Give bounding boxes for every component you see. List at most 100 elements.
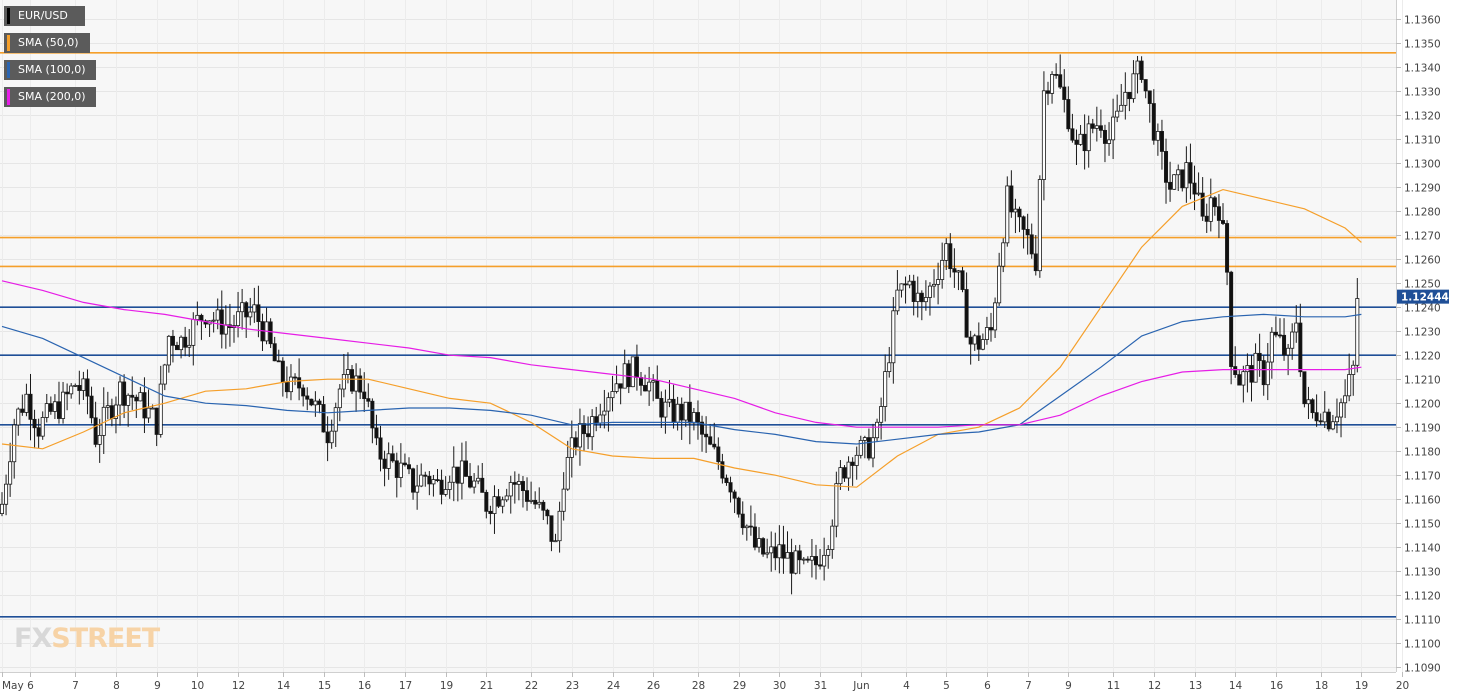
candle-bull <box>1005 185 1010 244</box>
candle-bull <box>252 304 257 313</box>
x-tick-label: 12 <box>1148 680 1161 692</box>
candle-bull <box>191 319 196 346</box>
candle-bear <box>297 377 302 389</box>
candle-bear <box>781 544 786 559</box>
candle-bear <box>695 412 700 423</box>
candle-bull <box>870 437 875 459</box>
candle-bull <box>248 311 253 318</box>
candle-bull <box>415 485 420 493</box>
x-tick-label: 16 <box>1270 680 1284 692</box>
candle-bear <box>850 461 855 466</box>
candle-bull <box>610 391 615 399</box>
y-tick-label: 1.1220 <box>1404 351 1441 363</box>
candle-bull <box>809 556 814 561</box>
candle-bear <box>496 496 501 507</box>
x-tick-label: 7 <box>72 680 79 692</box>
candle-bear <box>704 433 709 438</box>
candle-bear <box>154 407 159 435</box>
candle-bear <box>761 538 766 555</box>
candle-bull <box>923 297 928 303</box>
candle-bear <box>525 490 530 502</box>
candle-bear <box>545 509 550 517</box>
candle-bear <box>427 475 432 485</box>
candle-bull <box>386 453 391 469</box>
x-tick-label: 6 <box>27 680 34 692</box>
candle-bear <box>439 479 444 495</box>
candle-bull <box>1001 242 1006 267</box>
candle-bear <box>1249 365 1254 383</box>
x-tick-label: 17 <box>399 680 412 692</box>
legend-item-eurusd: EUR/USD <box>4 6 85 26</box>
x-tick-label: 5 <box>943 680 950 692</box>
candle-bear <box>358 375 363 393</box>
candle-bear <box>1216 206 1221 221</box>
candle-bear <box>549 515 554 542</box>
candle-bull <box>1115 110 1120 118</box>
candle-bear <box>1058 74 1063 88</box>
x-tick-label: 15 <box>318 680 331 692</box>
legend-label: SMA (100,0) <box>18 63 86 76</box>
candle-bull <box>187 344 192 348</box>
candle-bull <box>647 381 652 392</box>
y-tick-label: 1.1250 <box>1404 279 1441 291</box>
candle-bull <box>179 336 184 351</box>
candle-bear <box>309 398 314 406</box>
y-tick-label: 1.1360 <box>1404 15 1441 27</box>
candle-bull <box>1176 169 1181 176</box>
candle-bull <box>333 407 338 432</box>
candle-bull <box>927 285 932 298</box>
candle-bull <box>529 499 534 502</box>
candle-bear <box>1257 352 1262 361</box>
y-tick-label: 1.1300 <box>1404 159 1441 171</box>
candle-bull <box>1184 162 1189 189</box>
candle-bull <box>557 510 562 542</box>
candle-bull <box>288 376 293 393</box>
candle-bear <box>818 564 823 567</box>
candle-bull <box>472 480 477 488</box>
candle-bear <box>325 431 330 444</box>
candle-bull <box>1123 91 1128 106</box>
candle-bear <box>720 461 725 479</box>
candle-bull <box>980 339 985 350</box>
candle-bull <box>516 481 521 485</box>
fxstreet-logo: FXSTREET <box>14 623 160 654</box>
y-tick-label: 1.1320 <box>1404 111 1441 123</box>
candle-bull <box>899 283 904 291</box>
candle-bear <box>1102 129 1107 144</box>
y-tick-label: 1.1260 <box>1404 255 1441 267</box>
candle-bull <box>997 265 1002 304</box>
candle-bull <box>887 362 892 373</box>
last-price-tag: 1.12444 <box>1397 289 1449 304</box>
candle-bull <box>972 335 977 345</box>
candle-bull <box>862 437 867 441</box>
candle-bear <box>411 468 416 493</box>
candle-bull <box>846 461 851 479</box>
x-tick-label: 12 <box>232 680 245 692</box>
candle-bear <box>1033 253 1038 272</box>
candle-bull <box>1086 123 1091 152</box>
candle-bull <box>419 474 424 487</box>
candle-bear <box>89 395 94 419</box>
y-tick-label: 1.1120 <box>1404 591 1441 603</box>
candle-bull <box>138 392 143 402</box>
candle-bull <box>337 388 342 409</box>
candle-bull <box>553 540 558 543</box>
candle-bull <box>162 364 167 385</box>
candle-bear <box>382 458 387 469</box>
candle-bear <box>736 497 741 515</box>
candle-bear <box>1054 74 1059 76</box>
candle-bear <box>671 398 676 423</box>
candle-bear <box>36 427 41 437</box>
candle-bull <box>801 558 806 561</box>
candle-bear <box>520 481 525 492</box>
candle-bear <box>1188 162 1193 184</box>
candle-bear <box>805 558 810 561</box>
candle-bear <box>976 335 981 350</box>
candle-bear <box>301 387 306 397</box>
y-tick-label: 1.1340 <box>1404 63 1441 75</box>
candle-bull <box>341 374 346 390</box>
candle-bear <box>394 460 399 478</box>
y-tick-label: 1.1180 <box>1404 447 1441 459</box>
candle-bull <box>785 552 790 559</box>
candle-bear <box>219 309 224 335</box>
